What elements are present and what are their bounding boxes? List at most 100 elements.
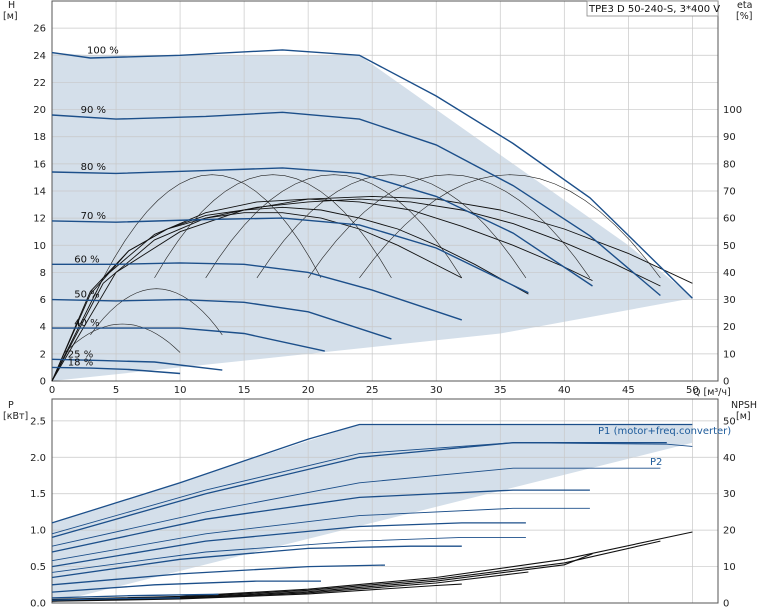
y2-tick-label: 50 — [723, 416, 736, 427]
head-curve — [51, 217, 529, 294]
system-curve — [205, 174, 463, 279]
p1-curve — [51, 593, 219, 599]
p2-curve — [51, 442, 693, 535]
p1-curve — [51, 442, 667, 539]
y-tick-label: 0.5 — [30, 562, 46, 573]
power-panel: 0.0 0.5 1.0 1.5 2.0 2.5 0 10 20 30 40 50 — [30, 398, 736, 610]
y2-tick-label: 60 — [723, 214, 736, 225]
p1-curve — [51, 423, 693, 524]
p1-curve — [51, 489, 590, 553]
y-tick-label: 8 — [40, 268, 46, 279]
head-panel: 0246810121416182022242601020304050607080… — [33, 0, 742, 396]
system-curve — [64, 323, 181, 353]
y-tick-label: 14 — [33, 187, 46, 198]
y-tick-label: 1.0 — [30, 526, 46, 537]
y2-tick-label: 20 — [723, 322, 736, 333]
y-tick-label: 10 — [33, 241, 46, 252]
y-tick-label: 26 — [33, 24, 46, 35]
system-curve — [359, 174, 661, 279]
y2-tick-label: 40 — [723, 453, 736, 464]
x-tick-label: 10 — [174, 385, 187, 396]
y2-tick-label: 70 — [723, 187, 736, 198]
chart-title: TPE3 D 50-240-S, 3*400 V — [588, 4, 720, 15]
p1-curve — [51, 545, 462, 579]
y-axis-label-h: H — [8, 0, 15, 11]
y-tick-label: 0.0 — [30, 599, 46, 610]
y-axis-unit-p: [кВт] — [3, 411, 28, 422]
p1-curve — [51, 580, 321, 593]
plot-border — [51, 398, 719, 604]
y2-tick-label: 10 — [723, 562, 736, 573]
p2-curve — [51, 507, 590, 562]
x-tick-label: 30 — [430, 385, 443, 396]
system-curve — [154, 174, 392, 279]
y-tick-label: 2.5 — [30, 416, 46, 427]
chart-title-box — [586, 0, 719, 17]
x-tick-label: 25 — [366, 385, 379, 396]
p1-curve — [51, 564, 386, 586]
p1-curve — [51, 597, 181, 601]
y-axis-unit-h: [м] — [3, 11, 18, 22]
y-axis-label-p: P — [8, 400, 14, 411]
speed-label: 18 % — [68, 357, 93, 368]
head-curve — [51, 358, 223, 371]
y2-tick-label: 40 — [723, 268, 736, 279]
x-tick-label: 35 — [494, 385, 507, 396]
p2-curve — [51, 467, 661, 547]
y2-tick-label: 20 — [723, 526, 736, 537]
head-curve — [51, 167, 593, 287]
y-tick-label: 2.0 — [30, 453, 46, 464]
speed-label: 80 % — [81, 162, 106, 173]
y2-tick-label: 80 — [723, 159, 736, 170]
y-tick-label: 6 — [40, 295, 46, 306]
efficiency-curve — [51, 198, 593, 382]
y-tick-label: 0 — [40, 377, 46, 388]
x-tick-label: 5 — [113, 385, 119, 396]
y-tick-label: 24 — [33, 51, 46, 62]
y2-axis-unit-eta: [%] — [736, 11, 752, 22]
y-tick-label: 1.5 — [30, 489, 46, 500]
y-tick-label: 4 — [40, 322, 46, 333]
head-curve — [51, 366, 181, 375]
x-tick-label: 40 — [558, 385, 571, 396]
head-curve — [51, 111, 661, 297]
y-tick-label: 12 — [33, 214, 46, 225]
x-tick-label: 20 — [302, 385, 315, 396]
y-tick-label: 20 — [33, 105, 46, 116]
speed-label: 100 % — [87, 45, 119, 56]
y-tick-label: 16 — [33, 159, 46, 170]
y-tick-label: 18 — [33, 132, 46, 143]
x-axis-label: Q [м³/ч] — [693, 387, 731, 398]
speed-label: 60 % — [74, 254, 99, 265]
p1-curve — [51, 522, 526, 568]
npsh-curve — [51, 583, 462, 602]
x-tick-label: 15 — [238, 385, 251, 396]
y2-tick-label: 90 — [723, 132, 736, 143]
y-tick-label: 22 — [33, 78, 46, 89]
y2-tick-label: 0 — [723, 377, 729, 388]
y2-tick-label: 30 — [723, 489, 736, 500]
efficiency-curve — [51, 198, 661, 382]
head-curve — [51, 49, 693, 299]
y2-axis-unit-npsh: [м] — [736, 411, 751, 422]
y2-tick-label: 100 — [723, 105, 742, 116]
system-curve — [307, 174, 591, 279]
speed-label: 50 % — [74, 290, 99, 301]
speed-label: 70 % — [81, 211, 106, 222]
speed-label: 40 % — [74, 318, 99, 329]
head-curve — [52, 262, 463, 321]
speed-label: 90 % — [81, 105, 106, 116]
y2-axis-label-eta: eta — [737, 0, 752, 11]
p2-curve — [51, 536, 526, 573]
y2-axis-label-npsh: NPSH — [731, 400, 757, 411]
system-curve — [90, 288, 223, 336]
efficiency-curve — [51, 195, 693, 382]
x-tick-label: 50 — [686, 385, 699, 396]
y-tick-label: 2 — [40, 349, 46, 360]
x-tick-label: 0 — [49, 385, 55, 396]
p2-series-label: P2 — [650, 457, 662, 468]
x-tick-label: 45 — [622, 385, 635, 396]
head-curve — [52, 327, 325, 352]
npsh-curve — [51, 531, 693, 600]
